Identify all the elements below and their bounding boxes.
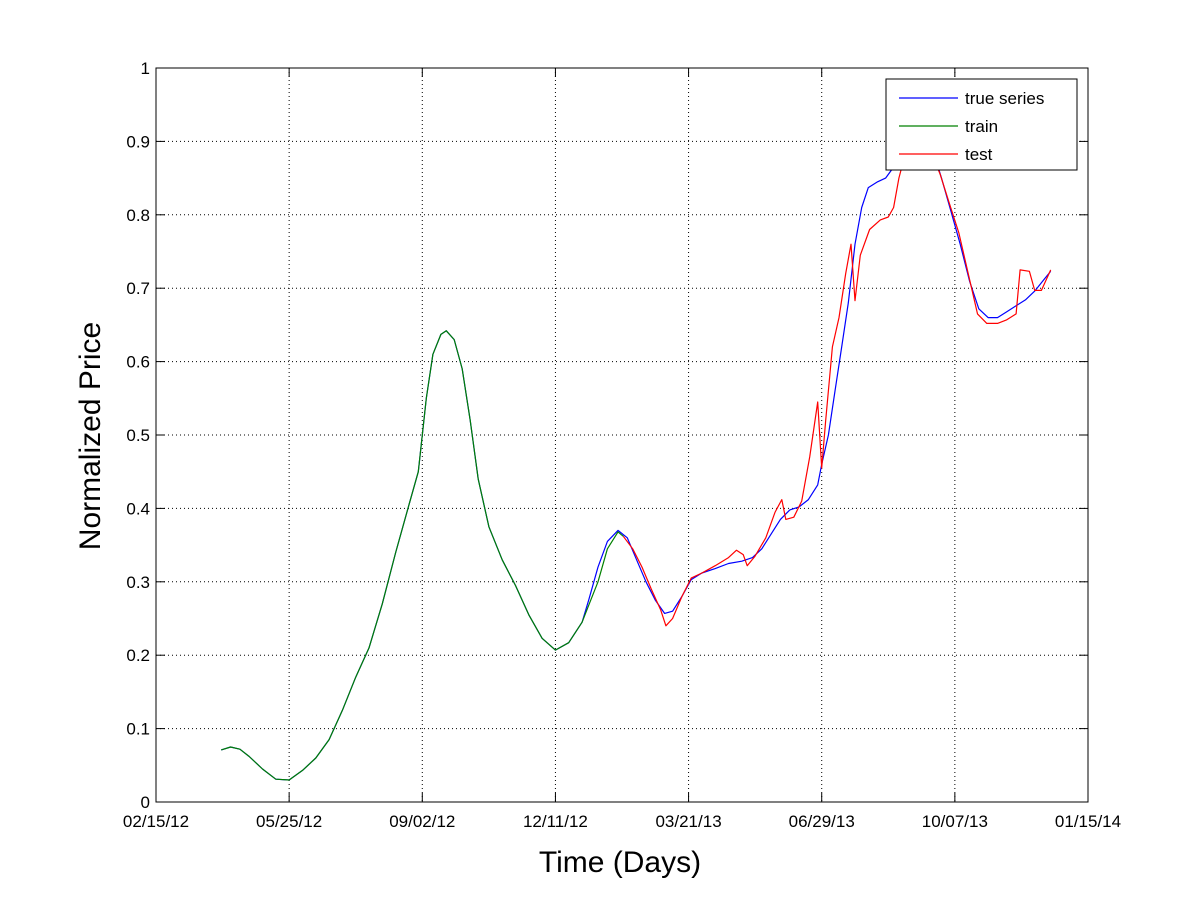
y-tick-label: 0	[141, 793, 150, 812]
axis-ticks	[155, 67, 1089, 803]
y-tick-label: 0.9	[126, 132, 150, 151]
y-axis-title: Normalized Price	[74, 322, 107, 550]
y-tick-labels: 0 0.1 0.2 0.3 0.4 0.5 0.6 0.7 0.8 0.9 1	[126, 59, 150, 812]
y-tick-label: 0.2	[126, 646, 150, 665]
x-axis-title: Time (Days)	[539, 846, 701, 879]
legend-label-test: test	[965, 145, 993, 164]
x-tick-label: 02/15/12	[123, 812, 189, 831]
y-tick-label: 0.4	[126, 499, 150, 518]
x-tick-labels: 02/15/12 05/25/12 09/02/12 12/11/12 03/21/13…	[123, 812, 1121, 831]
y-tick-label: 0.7	[126, 279, 150, 298]
legend-items: true series train test	[899, 89, 1044, 164]
x-tick-label: 12/11/12	[523, 812, 588, 831]
legend-label-train: train	[965, 117, 998, 136]
x-tick-label: 03/21/13	[655, 812, 721, 831]
legend-box	[885, 78, 1078, 171]
y-tick-label: 0.8	[126, 206, 150, 225]
legend: true series train test	[885, 78, 1078, 171]
y-tick-label: 0.3	[126, 573, 150, 592]
y-tick-label: 0.5	[126, 426, 150, 445]
y-tick-label: 0.1	[126, 720, 150, 739]
x-tick-label: 10/07/13	[922, 812, 988, 831]
x-tick-label: 01/15/14	[1055, 812, 1121, 831]
y-tick-label: 0.6	[126, 353, 150, 372]
test-line	[622, 142, 1052, 627]
train-line	[221, 330, 624, 781]
x-tick-label: 09/02/12	[389, 812, 455, 831]
legend-label-true-series: true series	[965, 89, 1044, 108]
x-tick-label: 06/29/13	[789, 812, 855, 831]
x-tick-label: 05/25/12	[256, 812, 322, 831]
y-tick-label: 1	[141, 59, 150, 78]
